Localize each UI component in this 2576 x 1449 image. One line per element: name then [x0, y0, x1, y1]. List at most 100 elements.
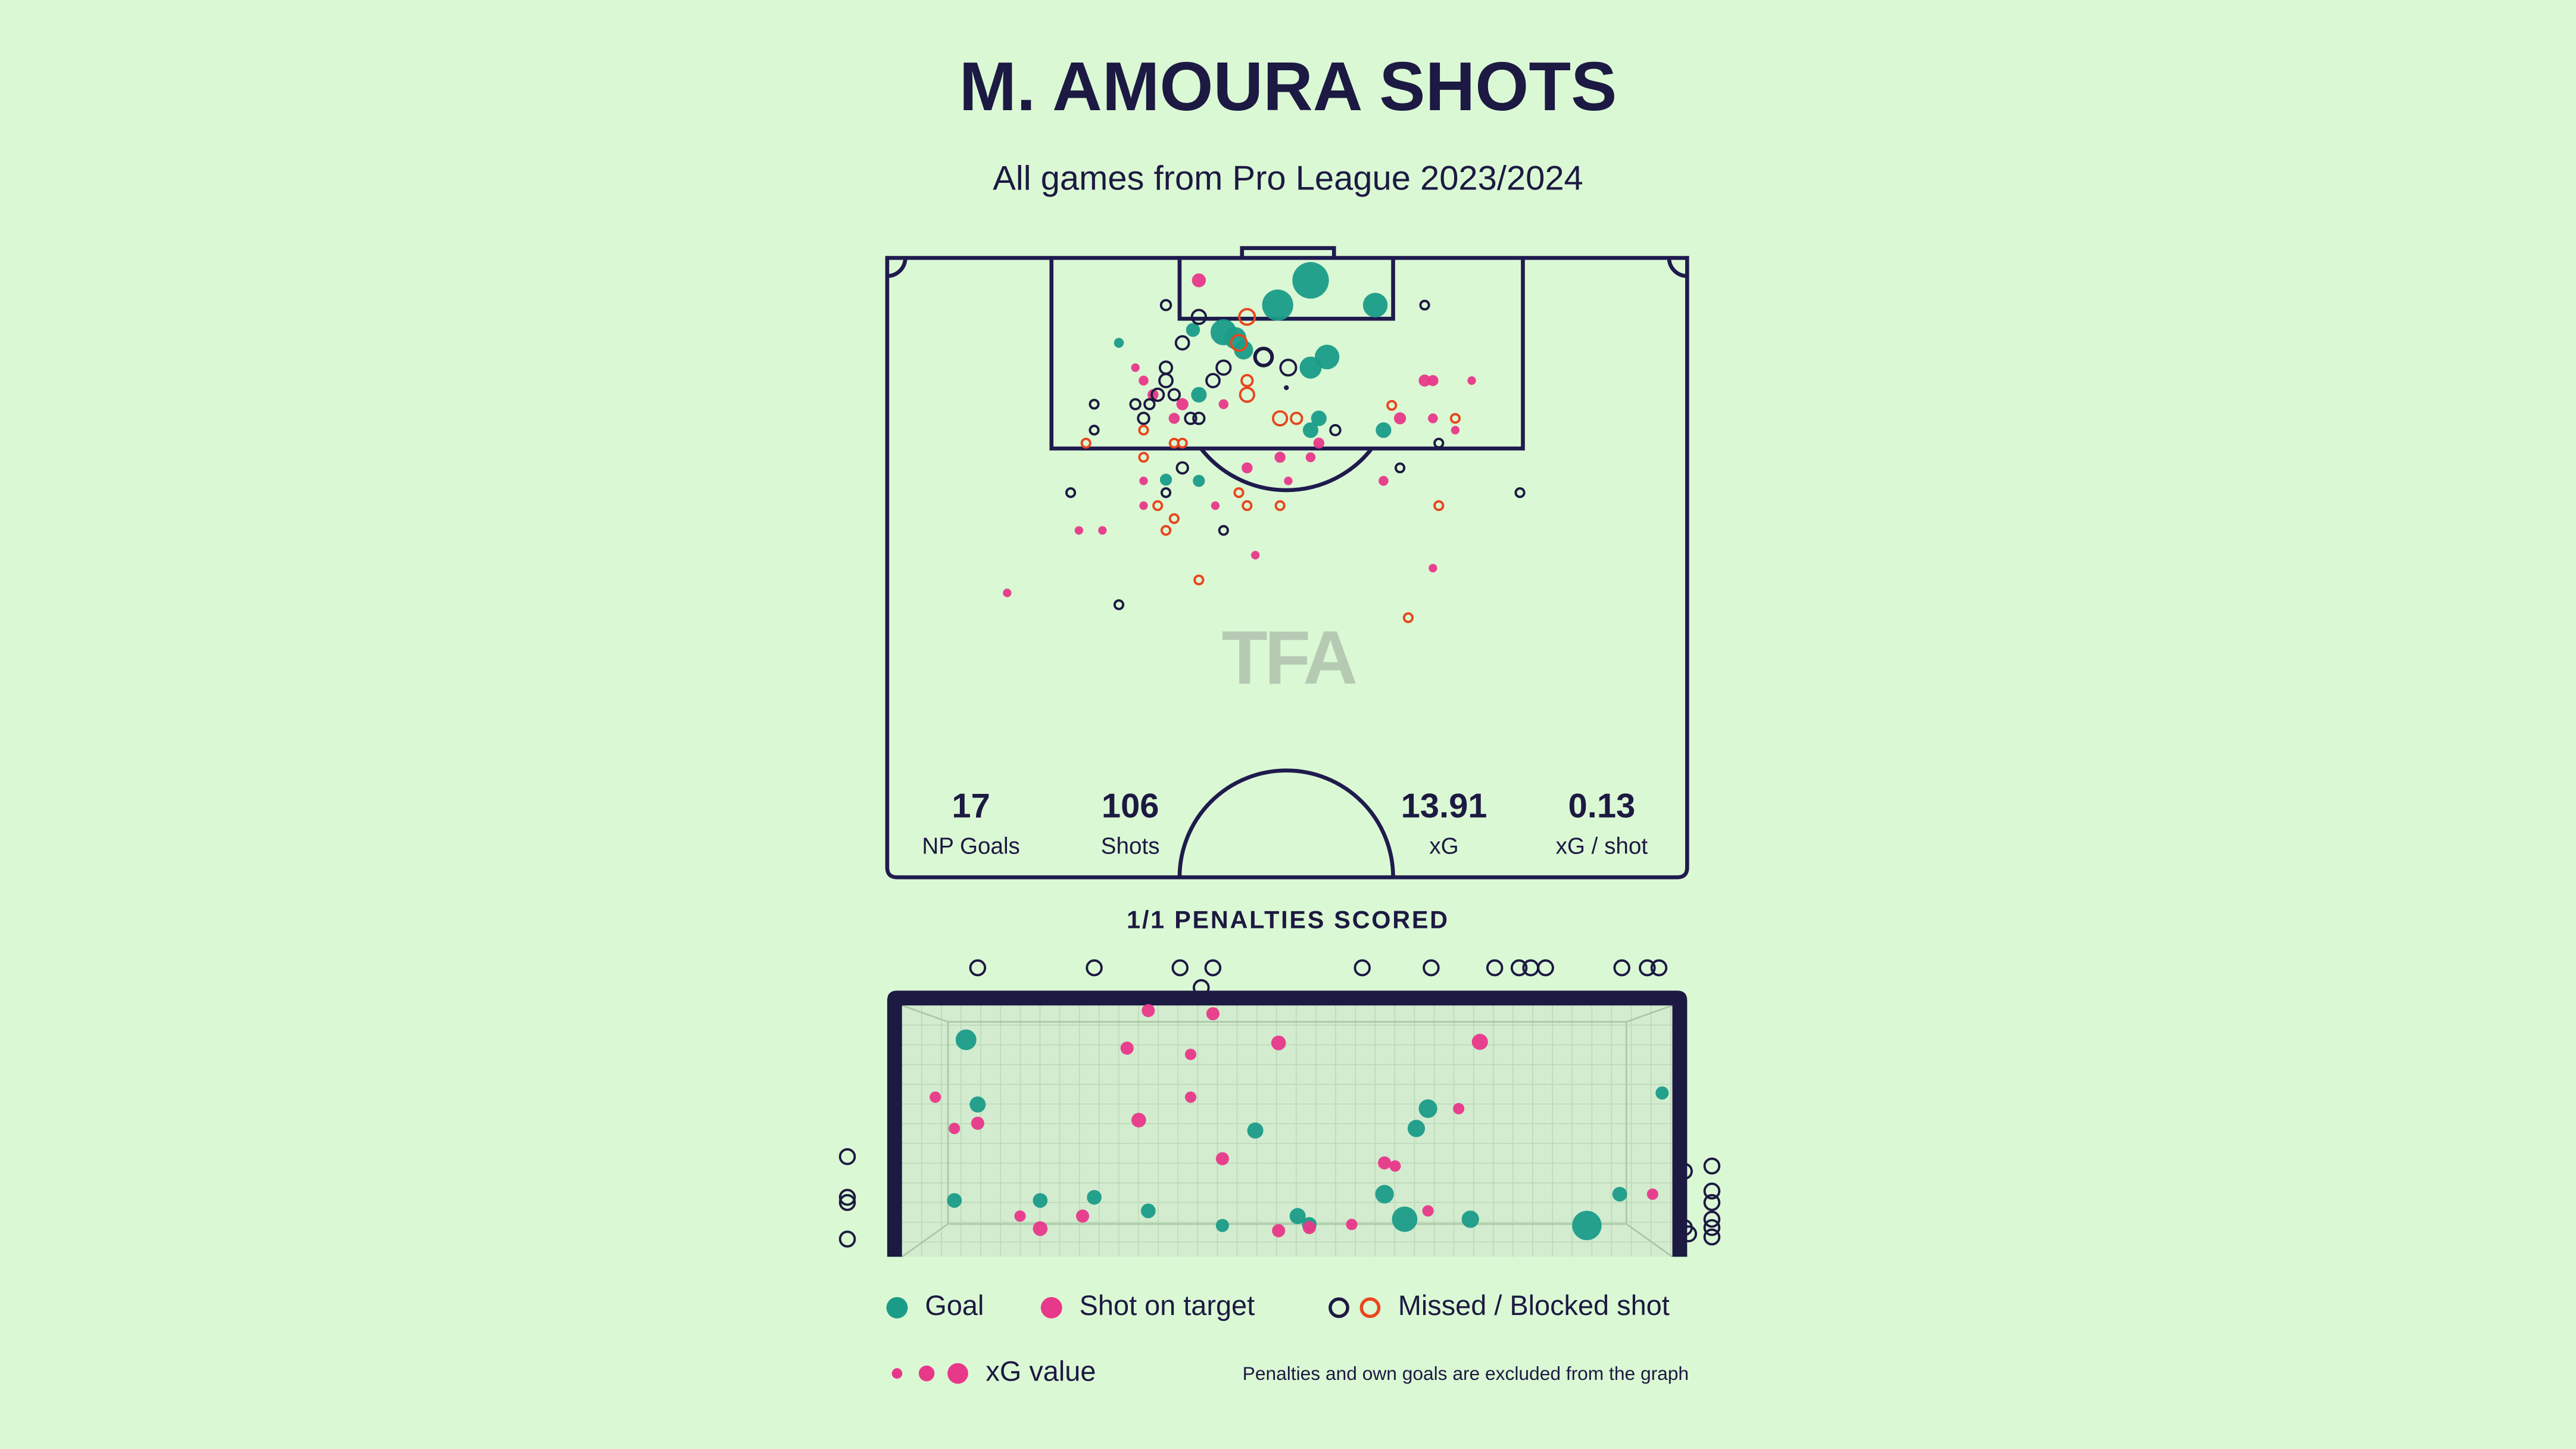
shot-outline — [1449, 413, 1461, 424]
shot-outline — [1613, 959, 1630, 977]
subtitle: All games from Pro League 2023/2024 — [993, 160, 1583, 198]
stat-value: 13.91 — [1401, 787, 1487, 825]
penalty-spot — [1284, 385, 1289, 391]
stat-value: 0.13 — [1568, 787, 1636, 825]
stats: 17 NP Goals 106 Shots 13.91 xG 0.13 xG / shot — [922, 787, 1648, 859]
shot-outline — [1167, 388, 1181, 402]
stat-label: xG / shot — [1556, 834, 1648, 859]
shot-filled — [1139, 476, 1148, 485]
shot-filled — [1362, 292, 1388, 317]
shot-outline — [969, 959, 987, 977]
shot-outline — [1158, 373, 1174, 388]
shot-filled — [1184, 1091, 1197, 1103]
shot-filled — [1313, 437, 1325, 449]
shot-outline — [1190, 309, 1207, 325]
shot-filled — [1271, 1035, 1286, 1051]
shot-filled — [1087, 1190, 1102, 1205]
shot-outline — [1703, 1182, 1721, 1200]
legend: Goal Shot on target Missed / Blocked shot — [886, 1290, 1670, 1321]
shot-filled — [1131, 1113, 1146, 1128]
shot-outline — [1537, 959, 1554, 977]
shot-outline — [1650, 959, 1668, 977]
shot-outline — [1240, 373, 1254, 388]
shot-filled — [1612, 1186, 1627, 1202]
shot-outline — [1253, 347, 1274, 367]
shot-outline — [838, 1189, 856, 1206]
shot-filled — [1192, 273, 1206, 288]
shot-filled — [1302, 422, 1319, 438]
shot-filled — [955, 1029, 977, 1051]
shot-filled — [1215, 1219, 1229, 1232]
legend-marker — [886, 1297, 908, 1319]
shot-outline — [1174, 335, 1190, 351]
shot-outline — [1138, 425, 1149, 436]
shot-filled — [1427, 375, 1439, 387]
shot-filled — [1003, 588, 1012, 597]
shot-filled — [1191, 387, 1207, 403]
shot-filled — [947, 1193, 962, 1208]
shot-filled — [1147, 389, 1159, 401]
penalties-note: 1/1 PENALTIES SCORED — [1127, 906, 1449, 933]
shot-outline — [1419, 300, 1430, 311]
shot-filled — [1284, 476, 1293, 485]
shot-outline — [1703, 1157, 1721, 1175]
shot-filled — [1139, 375, 1149, 386]
shot-outline — [1703, 1228, 1721, 1246]
shot-filled — [1311, 410, 1327, 426]
shot-filled — [971, 1117, 984, 1130]
shot-outline — [1242, 500, 1253, 512]
shot-outline — [1193, 574, 1205, 585]
stat-label: Shots — [1101, 834, 1160, 859]
shot-filled — [1184, 1048, 1197, 1060]
shot-outline — [1423, 959, 1440, 977]
legend-label: Shot on target — [1080, 1290, 1255, 1321]
shot-filled — [1168, 413, 1180, 424]
shot-filled — [1014, 1210, 1026, 1222]
stat-label: xG — [1429, 834, 1458, 859]
shot-filled — [1314, 344, 1340, 370]
shot-outline — [1192, 412, 1206, 425]
shot-filled — [1393, 412, 1406, 425]
shot-filled — [1389, 1160, 1401, 1172]
title: M. AMOURA SHOTS — [959, 48, 1617, 125]
shot-outline — [838, 1148, 856, 1166]
shot-filled — [1418, 374, 1431, 387]
goal-frame — [887, 990, 1688, 1258]
shot-filled — [1302, 1221, 1316, 1235]
shot-filled — [1247, 1122, 1264, 1139]
shot-outline — [1239, 387, 1255, 403]
net-back — [901, 1004, 1673, 1258]
shot-outline — [1486, 959, 1504, 977]
shot-filled — [1646, 1188, 1658, 1200]
shot-filled — [1289, 1208, 1306, 1224]
shot-outline — [1177, 437, 1188, 449]
shot-filled — [1274, 451, 1286, 463]
shot-outline — [838, 1194, 856, 1211]
shot-filled — [1206, 1007, 1220, 1021]
shot-outline — [1086, 959, 1103, 977]
xg-legend: xG value — [891, 1355, 1096, 1386]
shot-filled — [1305, 452, 1316, 463]
shot-outline — [1089, 425, 1100, 436]
shot-outline — [1394, 462, 1406, 473]
penalty-arc — [1199, 447, 1374, 493]
shot-outline — [1160, 525, 1172, 536]
shot-outline — [1150, 387, 1165, 402]
shot-outline — [1218, 525, 1229, 536]
shot-filled — [1033, 1221, 1048, 1236]
shot-outline — [1676, 1163, 1693, 1180]
footnote: Penalties and own goals are excluded fro… — [1243, 1363, 1689, 1384]
shot-filled — [1422, 1205, 1434, 1217]
watermark: TFA — [1221, 615, 1356, 700]
shot-outline — [1168, 513, 1180, 524]
corner-arc — [1667, 257, 1688, 278]
legend-marker — [1359, 1297, 1381, 1319]
shot-filled — [1451, 426, 1460, 435]
shot-outline — [1204, 959, 1222, 977]
shot-outline — [1386, 400, 1398, 411]
shot-filled — [1655, 1086, 1669, 1100]
shot-filled — [1471, 1033, 1488, 1050]
shot-filled — [1461, 1210, 1479, 1228]
shot-filled — [1467, 376, 1476, 385]
shot-filled — [1139, 501, 1148, 510]
